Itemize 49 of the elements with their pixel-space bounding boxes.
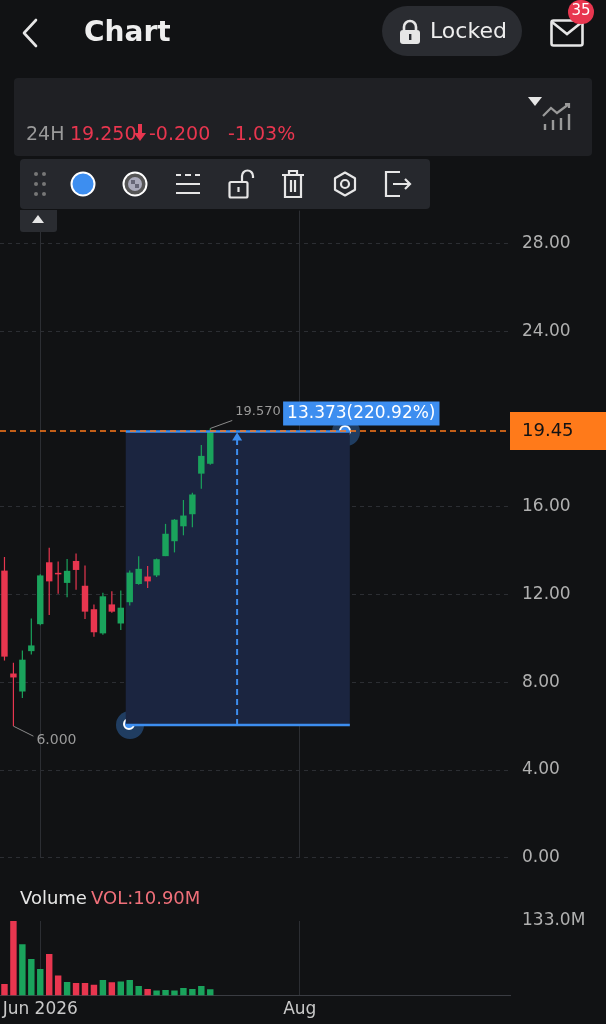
y-tick-label: 0.00 [522, 846, 560, 867]
y-tick-label: 16.00 [522, 495, 571, 516]
y-tick-label: 12.00 [522, 582, 571, 603]
y-tick-label: 28.00 [522, 231, 571, 252]
text: Chart [84, 15, 171, 48]
bar [198, 985, 205, 996]
text: Locked [430, 18, 507, 43]
candlestick [28, 617, 35, 656]
bar [37, 968, 44, 996]
y-tick-label: 24.00 [522, 319, 571, 340]
x-tick-label: Aug [283, 998, 317, 1019]
bar [45, 953, 53, 996]
candlestick [162, 523, 169, 557]
bar [180, 987, 187, 996]
bar [1, 983, 8, 996]
candlestick [90, 603, 98, 638]
candlestick [180, 499, 187, 536]
bar [10, 921, 17, 996]
candlestick [45, 547, 53, 616]
text: 24H [26, 122, 65, 144]
text: 19.250 [70, 122, 137, 144]
bar [28, 958, 35, 996]
text: 35 [570, 1, 592, 19]
y-tick-label: 4.00 [522, 758, 560, 779]
candlestick [63, 558, 71, 598]
annotation: 19.570 [235, 402, 281, 418]
bar [108, 982, 116, 996]
ref-line-label: 19.45 [522, 418, 574, 440]
annotation: 6.000 [36, 730, 77, 747]
x-tick-label: Jun 2026 [1, 998, 78, 1019]
text: -0.200 [149, 122, 211, 144]
bar [144, 988, 151, 996]
candlestick [135, 555, 142, 586]
bar [135, 985, 142, 996]
bar [19, 944, 26, 996]
text: VOL:10.90M [91, 887, 201, 908]
bar [162, 989, 169, 996]
text: -1.03% [228, 122, 296, 144]
candlestick [198, 444, 205, 490]
candlestick [144, 565, 151, 589]
text: Volume [20, 887, 87, 908]
candlestick [72, 552, 80, 591]
text: 133.0M [522, 909, 586, 929]
candlestick [171, 518, 178, 554]
candlestick [108, 590, 116, 614]
candlestick [189, 492, 196, 528]
bar [189, 988, 196, 996]
y-tick-label: 8.00 [522, 670, 560, 691]
band-label: 13.373(220.92%) [287, 402, 436, 423]
